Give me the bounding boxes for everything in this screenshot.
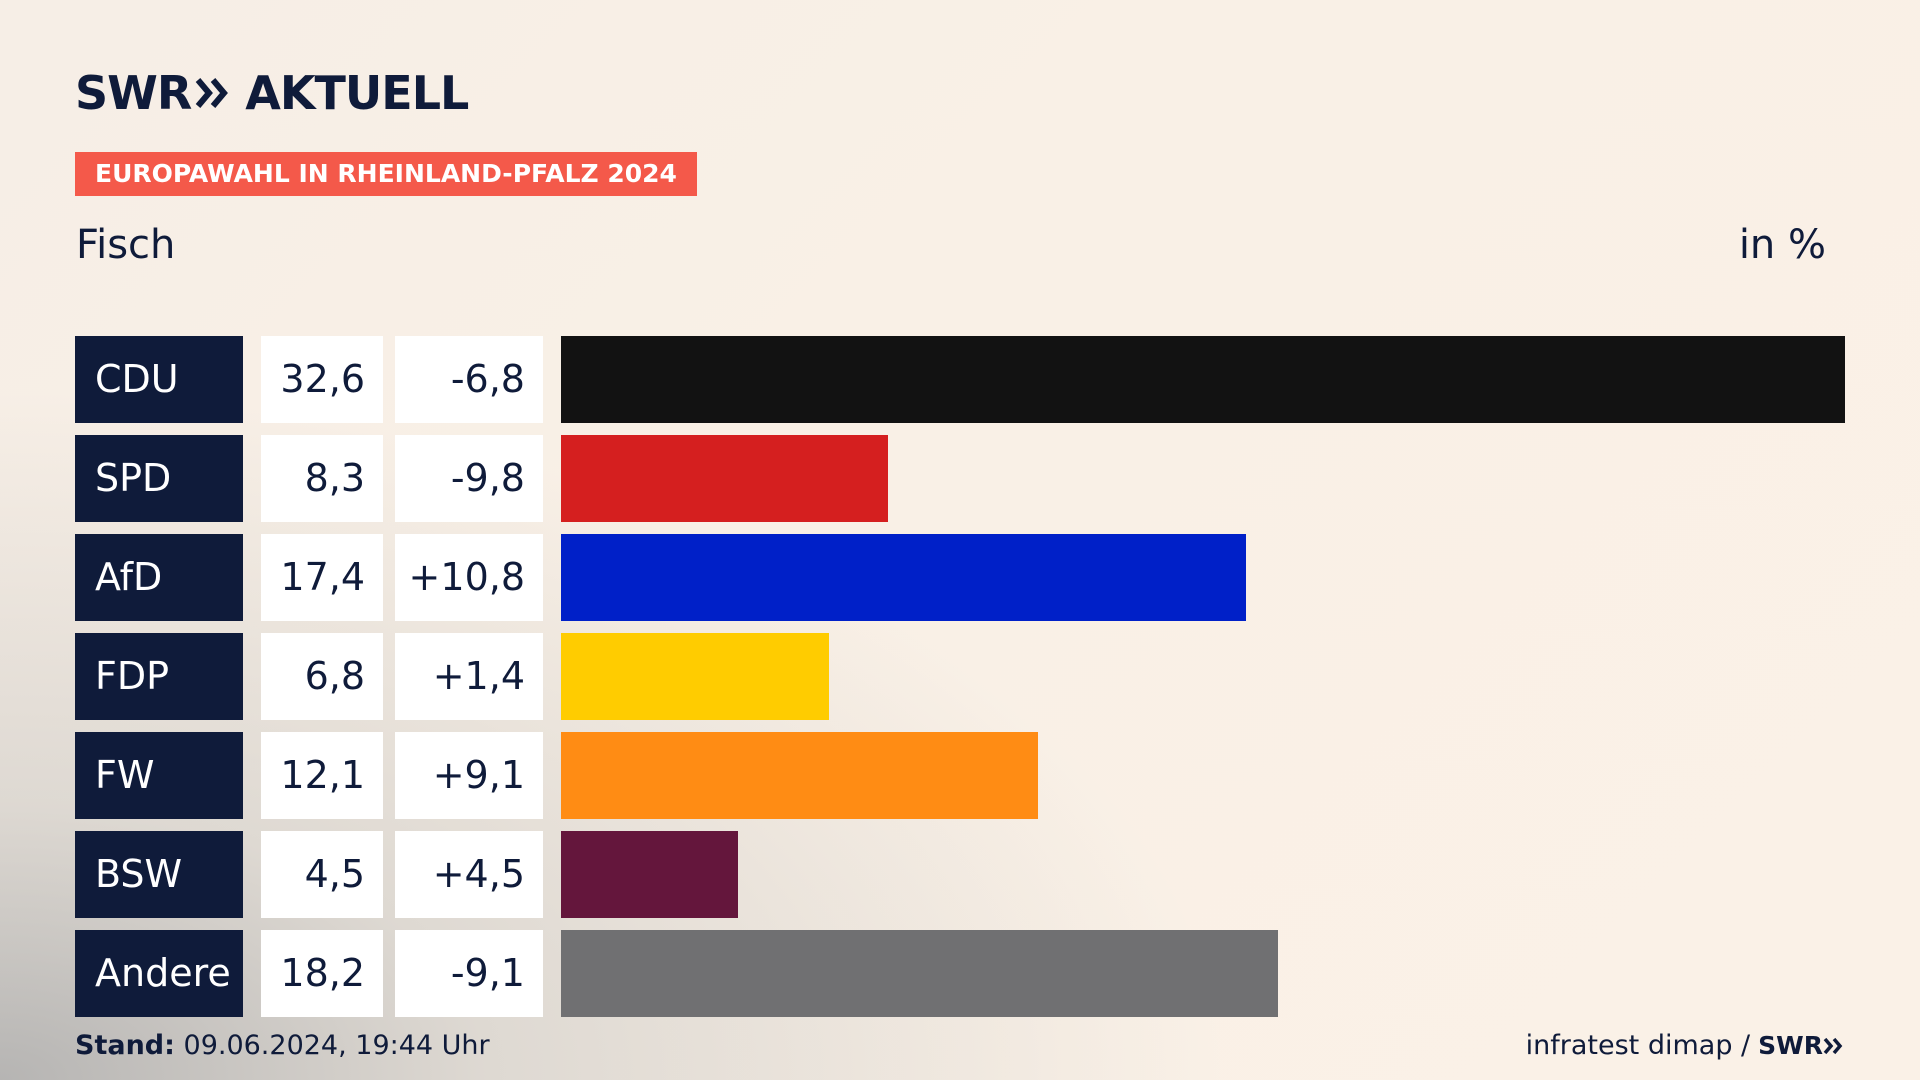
source-credit: infratest dimap / SWR [1526, 1030, 1845, 1061]
bar-bsw [561, 831, 738, 918]
bar-afd [561, 534, 1246, 621]
footer-chevrons-icon [1823, 1037, 1843, 1054]
party-label: Andere [75, 930, 243, 1017]
result-row: SPD 8,3 -9,8 [75, 435, 1845, 522]
result-row: CDU 32,6 -6,8 [75, 336, 1845, 423]
bar-fdp [561, 633, 829, 720]
party-label: CDU [75, 336, 243, 423]
vote-change: +4,5 [395, 831, 543, 918]
logo-swr-text: SWR [75, 66, 192, 120]
bar-track [561, 633, 1845, 720]
vote-share: 8,3 [261, 435, 383, 522]
vote-share: 32,6 [261, 336, 383, 423]
bar-andere [561, 930, 1278, 1017]
bar-track [561, 831, 1845, 918]
vote-change: +1,4 [395, 633, 543, 720]
bar-track [561, 732, 1845, 819]
results-table: CDU 32,6 -6,8 SPD 8,3 -9,8 AfD 17,4 +10,8 FDP 6,8 +… [75, 336, 1845, 1029]
vote-share: 17,4 [261, 534, 383, 621]
chart-subtitle: Fisch [76, 222, 176, 268]
election-tag: EUROPAWAHL IN RHEINLAND-PFALZ 2024 [75, 152, 697, 196]
timestamp: Stand: 09.06.2024, 19:44 Uhr [75, 1030, 490, 1061]
bar-track [561, 336, 1845, 423]
vote-change: -9,8 [395, 435, 543, 522]
vote-share: 4,5 [261, 831, 383, 918]
chevrons-icon [195, 76, 231, 110]
result-row: BSW 4,5 +4,5 [75, 831, 1845, 918]
footer-swr-text: SWR [1758, 1031, 1823, 1060]
party-label: FDP [75, 633, 243, 720]
bar-cdu [561, 336, 1845, 423]
vote-share: 6,8 [261, 633, 383, 720]
footer-swr-logo: SWR [1758, 1031, 1845, 1060]
unit-label: in % [1738, 222, 1826, 268]
logo-aktuell-text: AKTUELL [245, 66, 469, 120]
bar-track [561, 435, 1845, 522]
party-label: SPD [75, 435, 243, 522]
result-row: Andere 18,2 -9,1 [75, 930, 1845, 1017]
stand-label: Stand: [75, 1030, 175, 1061]
vote-change: -9,1 [395, 930, 543, 1017]
vote-change: +10,8 [395, 534, 543, 621]
result-row: FW 12,1 +9,1 [75, 732, 1845, 819]
bar-spd [561, 435, 888, 522]
bar-track [561, 534, 1845, 621]
party-label: AfD [75, 534, 243, 621]
vote-share: 12,1 [261, 732, 383, 819]
source-text: infratest dimap / [1525, 1030, 1751, 1061]
party-label: FW [75, 732, 243, 819]
stand-value: 09.06.2024, 19:44 Uhr [183, 1030, 490, 1061]
party-label: BSW [75, 831, 243, 918]
vote-change: +9,1 [395, 732, 543, 819]
bar-fw [561, 732, 1038, 819]
result-row: AfD 17,4 +10,8 [75, 534, 1845, 621]
vote-share: 18,2 [261, 930, 383, 1017]
swr-aktuell-logo: SWR AKTUELL [75, 66, 469, 120]
vote-change: -6,8 [395, 336, 543, 423]
result-row: FDP 6,8 +1,4 [75, 633, 1845, 720]
bar-track [561, 930, 1845, 1017]
